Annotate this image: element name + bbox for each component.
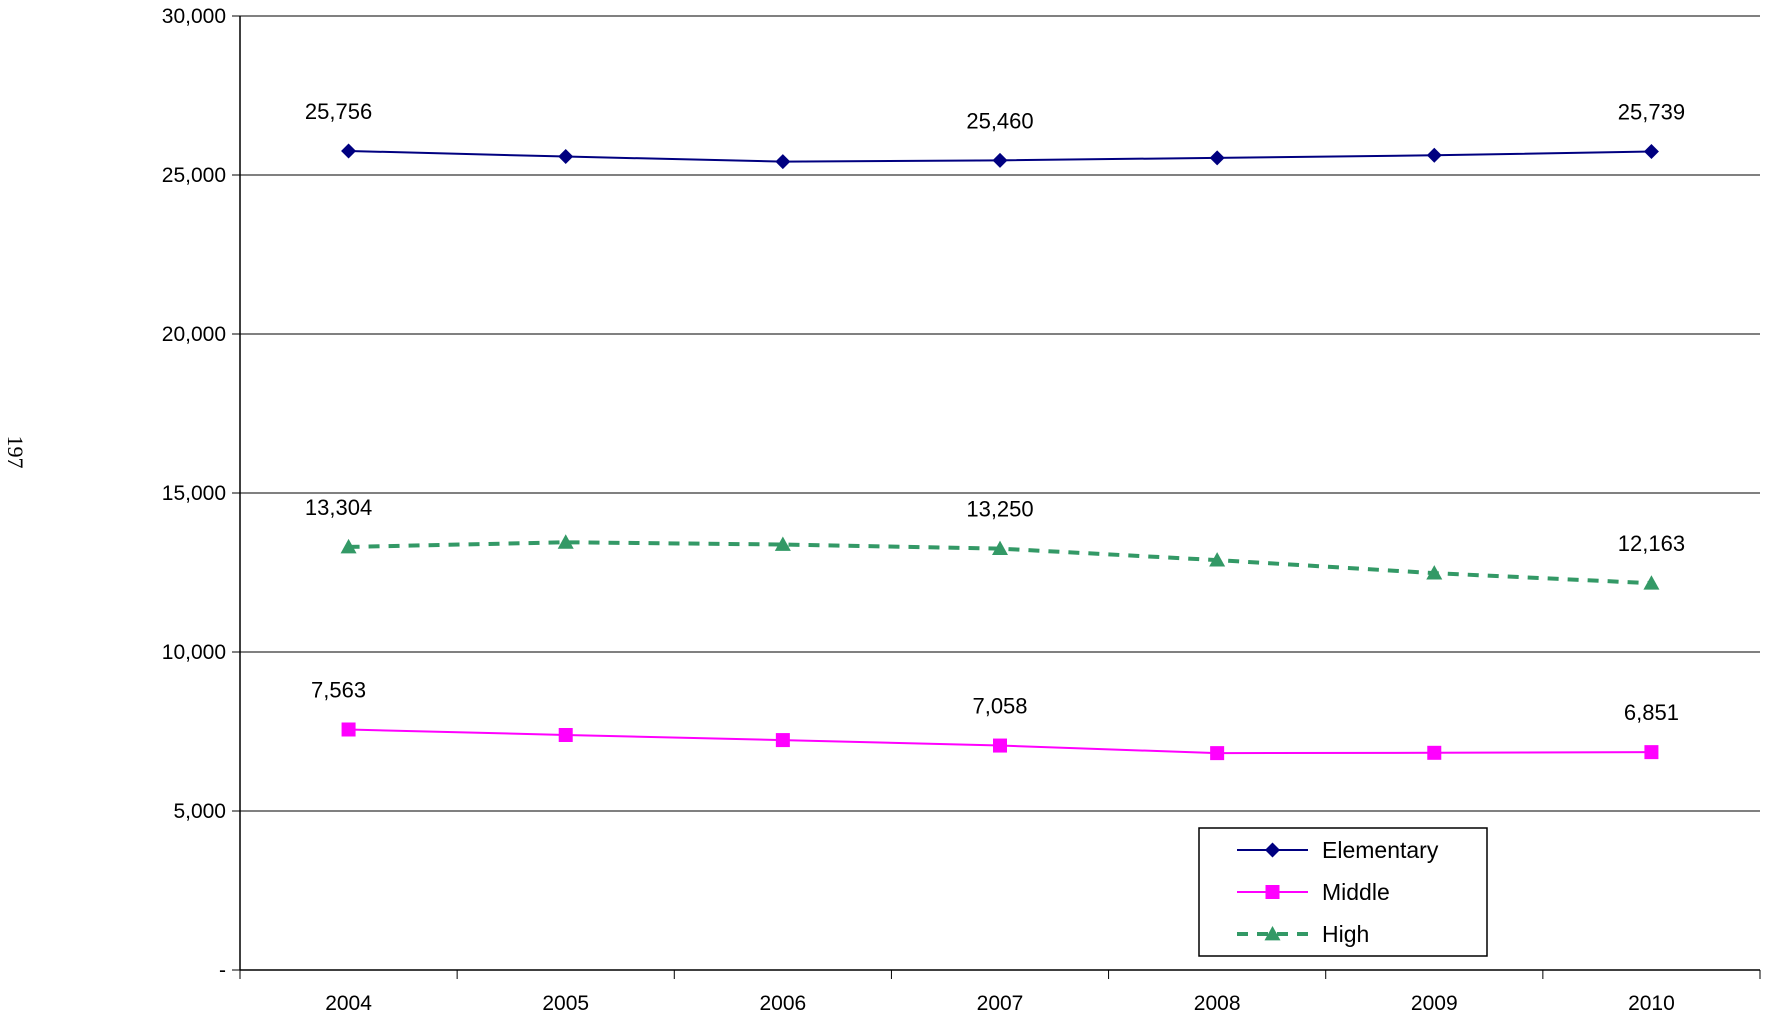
data-label: 7,058 xyxy=(972,694,1027,719)
series-elementary xyxy=(341,143,1659,170)
data-label: 6,851 xyxy=(1624,700,1679,725)
data-point xyxy=(1426,565,1443,580)
data-point xyxy=(340,538,357,554)
data-label: 25,460 xyxy=(966,108,1033,133)
data-label: 13,250 xyxy=(966,497,1033,522)
legend-marker xyxy=(1264,926,1281,941)
y-tick-label: 20,000 xyxy=(162,323,226,346)
data-point xyxy=(1643,575,1660,590)
data-point xyxy=(775,154,791,170)
page-number: 197 xyxy=(3,436,28,469)
data-point xyxy=(775,733,790,748)
data-label: 25,739 xyxy=(1618,99,1685,124)
gridlines xyxy=(240,15,1760,812)
x-tick-label: 2006 xyxy=(759,992,806,1015)
data-point xyxy=(558,727,573,742)
data-label: 13,304 xyxy=(305,495,372,520)
data-point xyxy=(558,149,574,165)
legend-item-elementary: Elementary xyxy=(1237,837,1439,863)
data-point xyxy=(1427,745,1442,760)
x-tick-label: 2010 xyxy=(1628,992,1675,1015)
legend-item-middle: Middle xyxy=(1237,879,1390,905)
y-tick-label: - xyxy=(219,959,226,982)
data-point xyxy=(1643,143,1659,159)
axes: - 5,000 10,000 15,000 20,000 25,000 30,000 2004… xyxy=(162,5,1761,1015)
x-tick-label: 2007 xyxy=(977,992,1024,1015)
data-point xyxy=(557,534,574,549)
data-point xyxy=(774,536,791,551)
data-point xyxy=(993,738,1007,753)
legend-marker xyxy=(1265,842,1280,858)
legend: Elementary Middle High xyxy=(1198,827,1488,957)
data-labels: 25,756 25,460 25,739 7,563 7,058 6,851 13,304 1… xyxy=(305,99,1685,725)
y-tick-label: 5,000 xyxy=(173,800,226,823)
data-point xyxy=(992,152,1008,168)
x-tick-label: 2004 xyxy=(325,992,372,1015)
data-point xyxy=(1210,746,1225,761)
data-point xyxy=(341,143,357,159)
x-tick-label: 2008 xyxy=(1194,992,1241,1015)
series-middle xyxy=(341,722,1659,761)
x-tick-label: 2009 xyxy=(1411,992,1458,1015)
series-high xyxy=(340,534,1660,590)
x-tick-label: 2005 xyxy=(542,992,589,1015)
data-point xyxy=(1644,745,1659,760)
data-label: 12,163 xyxy=(1618,531,1685,556)
legend-label: Middle xyxy=(1322,879,1390,905)
y-tick-label: 30,000 xyxy=(162,5,226,28)
y-tick-label: 15,000 xyxy=(162,482,226,505)
legend-label: Elementary xyxy=(1322,837,1439,863)
series-lines xyxy=(340,143,1660,761)
data-point xyxy=(1426,147,1442,163)
legend-label: High xyxy=(1322,921,1369,947)
legend-marker xyxy=(1265,885,1280,899)
data-point xyxy=(1209,150,1225,166)
data-label: 25,756 xyxy=(305,99,372,124)
legend-item-high: High xyxy=(1237,921,1369,947)
y-tick-label: 25,000 xyxy=(162,164,226,187)
data-point xyxy=(341,722,356,737)
data-label: 7,563 xyxy=(311,677,366,702)
y-tick-label: 10,000 xyxy=(162,641,226,664)
data-point xyxy=(1209,552,1226,567)
data-point xyxy=(992,540,1008,556)
